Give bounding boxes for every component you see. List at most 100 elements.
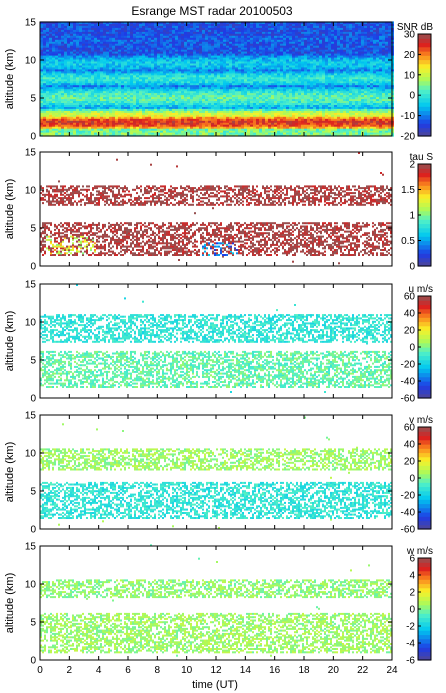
colorbar-segment: [418, 469, 431, 475]
colorbar-segment: [418, 385, 431, 391]
colorbar-tick-label: -10: [401, 111, 416, 122]
heatmap-cells-u: [40, 284, 392, 393]
heatmap-cells-v: [40, 416, 392, 529]
colorbar-tick-label: 0: [409, 343, 415, 354]
colorbar-segment: [418, 34, 431, 39]
colorbar-segment: [418, 338, 431, 344]
x-tick-label: 20: [328, 665, 340, 676]
colorbar-segment: [418, 313, 431, 318]
colorbar-segment: [418, 461, 431, 466]
colorbar-segment: [418, 473, 431, 479]
colorbar-segment: [418, 227, 431, 233]
colorbar-segment: [418, 85, 431, 90]
colorbar-tick-label: 4: [409, 571, 415, 582]
colorbar-w: w m/s -6 -4 -2 0 2 4 6: [406, 546, 433, 667]
colorbar-label: w m/s: [406, 546, 433, 557]
colorbar-tick-label: 0.5: [401, 236, 415, 247]
colorbar-segment: [418, 131, 431, 137]
colorbar-segment: [418, 240, 431, 246]
colorbar-segment: [418, 634, 431, 640]
colorbar-segment: [418, 106, 431, 112]
colorbar-segment: [418, 257, 431, 263]
x-axis-label: time (UT): [192, 679, 238, 691]
colorbar-tick-label: 1.5: [401, 185, 415, 196]
colorbar-segment: [418, 300, 431, 306]
colorbar-tick-label: 40: [404, 309, 416, 320]
colorbar-segment: [418, 583, 431, 589]
y-tick-label: 0: [30, 132, 36, 143]
y-tick-label: 15: [25, 148, 37, 159]
panel-v: 0 5 10 15 altitude (km) v m/s -60 -40 -20 0 20 40 60: [4, 411, 433, 536]
y-axis-label: altitude (km): [4, 573, 16, 634]
y-tick-label: 10: [25, 56, 37, 67]
colorbar-segment: [418, 51, 431, 56]
colorbar-segment: [418, 575, 431, 580]
colorbar-segment: [418, 185, 431, 191]
colorbar-segment: [418, 435, 431, 441]
colorbar-segment: [418, 304, 431, 310]
colorbar-segment: [418, 562, 431, 568]
colorbar-segment: [418, 359, 431, 365]
colorbar-label: SNR dB: [397, 22, 433, 33]
colorbar-segment: [418, 630, 431, 636]
panel-u: 0 5 10 15 altitude (km) u m/s -60 -40 -20 0 20 40 60: [4, 280, 433, 405]
y-tick-label: 5: [30, 356, 36, 367]
colorbar-segment: [418, 210, 431, 216]
y-tick-label: 10: [25, 580, 37, 591]
colorbar-segment: [418, 342, 431, 348]
colorbar-segment: [418, 431, 431, 437]
colorbar-segment: [418, 123, 431, 129]
colorbar-tick-label: 0: [409, 474, 415, 485]
colorbar-tick-label: 30: [404, 30, 416, 41]
x-tick-label: 18: [298, 665, 310, 676]
colorbar-segment: [418, 76, 431, 82]
panel-SNR: 0 5 10 15 altitude (km) SNR dB -20 -10 0 10 20 30: [4, 18, 433, 143]
figure-title: Esrange MST radar 20100503: [131, 4, 293, 18]
colorbar-segment: [418, 193, 431, 199]
colorbar-segment: [418, 223, 431, 229]
y-tick-label: 0: [30, 656, 36, 667]
colorbar-segment: [418, 427, 431, 432]
colorbar-segment: [418, 617, 431, 623]
colorbar-segment: [418, 592, 431, 597]
colorbar-segment: [418, 452, 431, 458]
colorbar-segment: [418, 524, 431, 530]
colorbar-segment: [418, 647, 431, 653]
y-tick-label: 10: [25, 449, 37, 460]
colorbar-tick-label: 2: [409, 588, 415, 599]
colorbar-tick-label: -60: [401, 394, 416, 405]
colorbar-segment: [418, 249, 431, 254]
colorbar-segment: [418, 364, 431, 369]
colorbar-segment: [418, 102, 431, 107]
colorbar-tick-label: -20: [401, 360, 416, 371]
colorbar-segment: [418, 321, 431, 327]
x-tick-label: 14: [240, 665, 252, 676]
x-tick-label: 8: [155, 665, 161, 676]
x-tick-label: 2: [67, 665, 73, 676]
colorbar-tick-label: 0: [409, 605, 415, 616]
colorbar-tick-label: 20: [404, 326, 416, 337]
colorbar-segment: [418, 189, 431, 195]
colorbar-tick-label: 0: [409, 91, 415, 102]
colorbar-segment: [418, 448, 431, 454]
colorbar-segment: [418, 465, 431, 471]
colorbar-segment: [418, 503, 431, 509]
colorbar-tick-label: -20: [401, 491, 416, 502]
colorbar-segment: [418, 490, 431, 496]
colorbar-segment: [418, 478, 431, 483]
colorbar-segment: [418, 198, 431, 203]
colorbar-segment: [418, 215, 431, 220]
colorbar-segment: [418, 42, 431, 48]
x-tick-label: 4: [96, 665, 102, 676]
colorbar-tau: tau S 0 0.5 1 1.5 2: [401, 152, 433, 273]
colorbar-segment: [418, 587, 431, 593]
x-tick-label: 10: [181, 665, 193, 676]
colorbar-tick-label: 20: [404, 50, 416, 61]
colorbar-segment: [418, 72, 431, 78]
colorbar-tick-label: -6: [406, 656, 415, 667]
heatmap-cells-w: [40, 544, 392, 657]
colorbar-segment: [418, 507, 431, 513]
colorbar-frame: [417, 33, 432, 137]
colorbar-segment: [418, 334, 431, 340]
